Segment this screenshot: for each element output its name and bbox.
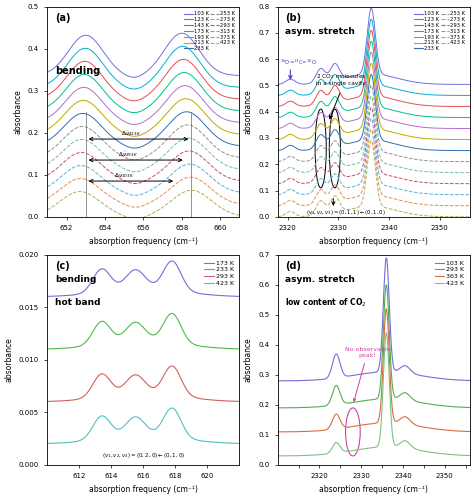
Text: $\Delta\tilde{\nu}_{103\,K}$: $\Delta\tilde{\nu}_{103\,K}$ [114, 171, 135, 180]
Y-axis label: absorbance: absorbance [4, 338, 13, 382]
Text: $(v_1,v_2,v_3)=(0,1,1)\leftarrow(0,1,0)$: $(v_1,v_2,v_3)=(0,1,1)\leftarrow(0,1,0)$ [306, 208, 385, 217]
Text: bending: bending [55, 275, 96, 284]
Text: asym. stretch: asym. stretch [285, 27, 356, 36]
Text: bending: bending [55, 66, 100, 76]
Legend: 173 K, 233 K, 293 K, 423 K: 173 K, 233 K, 293 K, 423 K [202, 258, 237, 288]
Text: $^{16}$O=$^{13}$C=$^{16}$O: $^{16}$O=$^{13}$C=$^{16}$O [280, 57, 317, 67]
X-axis label: absorption frequency (cm⁻¹): absorption frequency (cm⁻¹) [89, 485, 198, 494]
Text: $\Delta\tilde{\nu}_{293\,K}$: $\Delta\tilde{\nu}_{293\,K}$ [118, 150, 138, 159]
Text: $\Delta\tilde{\nu}_{423\,K}$: $\Delta\tilde{\nu}_{423\,K}$ [121, 129, 142, 138]
Text: (a): (a) [55, 13, 71, 23]
Text: low content of CO$_2$: low content of CO$_2$ [285, 296, 367, 309]
Legend: 103 K, 293 K, 363 K, 423 K: 103 K, 293 K, 363 K, 423 K [432, 258, 467, 288]
Text: $(v_1,v_2,v_3)=(0,2,0)\leftarrow(0,1,0)$: $(v_1,v_2,v_3)=(0,2,0)\leftarrow(0,1,0)$ [102, 451, 185, 460]
X-axis label: absorption frequency (cm⁻¹): absorption frequency (cm⁻¹) [319, 485, 428, 494]
Y-axis label: absorbance: absorbance [244, 89, 253, 134]
X-axis label: absorption frequency (cm⁻¹): absorption frequency (cm⁻¹) [319, 237, 428, 246]
Y-axis label: absorbance: absorbance [13, 89, 22, 134]
Text: (d): (d) [285, 261, 301, 271]
Text: hot band: hot band [55, 298, 100, 307]
Text: (b): (b) [285, 13, 301, 23]
Legend: 103 K, 123 K, 143 K, 173 K, 193 K, 213 K, 233 K, 253 K, 273 K, 293 K, 313 K, 373: 103 K, 123 K, 143 K, 173 K, 193 K, 213 K… [412, 9, 467, 53]
Text: 2 CO$_2$ molecules
in a single cavity: 2 CO$_2$ molecules in a single cavity [316, 72, 366, 87]
Text: No observable
peak!: No observable peak! [345, 347, 390, 401]
Text: asym. stretch: asym. stretch [285, 275, 356, 284]
Y-axis label: absorbance: absorbance [244, 338, 253, 382]
Legend: 103 K, 123 K, 143 K, 173 K, 193 K, 213 K, 233 K, 253 K, 273 K, 293 K, 313 K, 373: 103 K, 123 K, 143 K, 173 K, 193 K, 213 K… [182, 9, 237, 53]
X-axis label: absorption frequency (cm⁻¹): absorption frequency (cm⁻¹) [89, 237, 198, 246]
Text: (c): (c) [55, 261, 70, 271]
